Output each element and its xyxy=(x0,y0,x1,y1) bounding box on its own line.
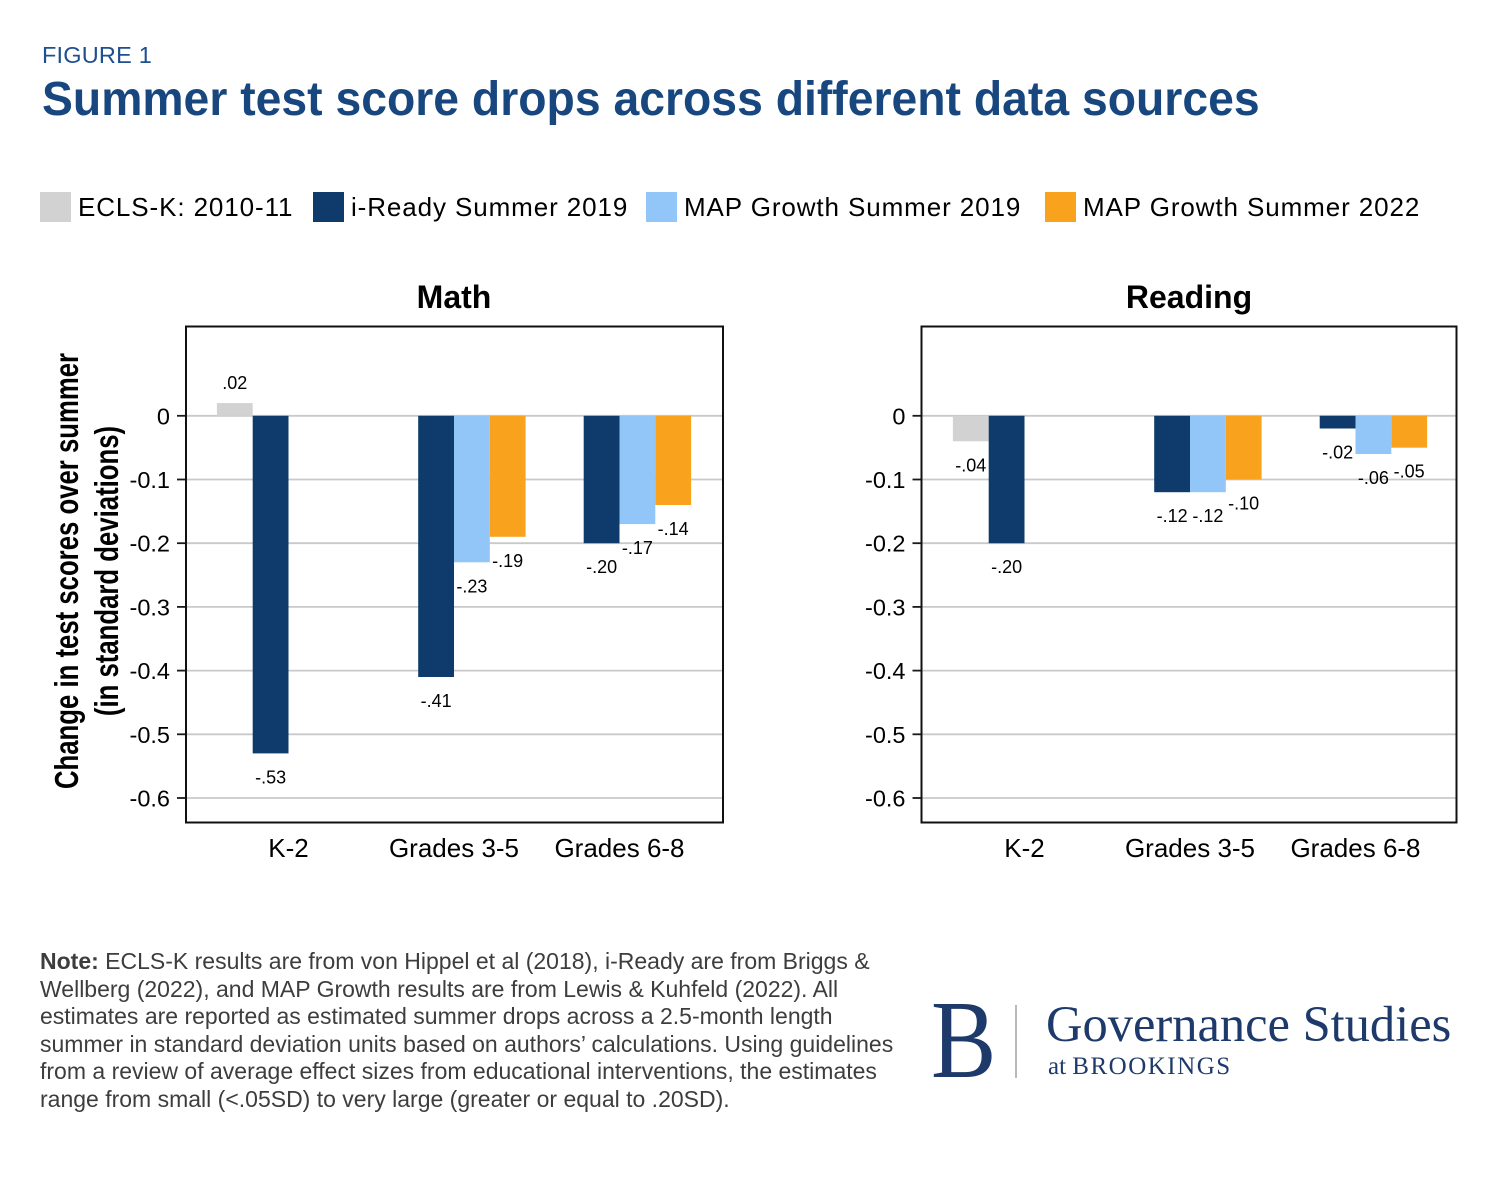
svg-text:-0.5: -0.5 xyxy=(865,722,906,748)
svg-text:-0.6: -0.6 xyxy=(865,786,906,812)
svg-text:-0.1: -0.1 xyxy=(130,467,171,493)
svg-text:-0.3: -0.3 xyxy=(130,594,171,620)
svg-text:.02: .02 xyxy=(222,373,247,393)
svg-text:-.14: -.14 xyxy=(658,519,689,539)
svg-text:(in standard deviations): (in standard deviations) xyxy=(89,426,126,716)
svg-text:-.05: -.05 xyxy=(1394,462,1425,482)
svg-text:0: 0 xyxy=(157,403,170,429)
svg-text:-0.6: -0.6 xyxy=(130,786,171,812)
svg-text:-0.4: -0.4 xyxy=(865,658,906,684)
svg-text:-.04: -.04 xyxy=(955,455,986,475)
svg-text:-.53: -.53 xyxy=(255,767,286,787)
svg-text:-.17: -.17 xyxy=(622,538,653,558)
svg-text:-.12: -.12 xyxy=(1192,506,1223,526)
svg-text:-0.2: -0.2 xyxy=(865,531,906,557)
svg-text:-0.5: -0.5 xyxy=(130,722,171,748)
svg-text:-.20: -.20 xyxy=(991,557,1022,577)
svg-text:Grades 3-5: Grades 3-5 xyxy=(389,833,519,863)
svg-text:-.19: -.19 xyxy=(492,551,523,571)
svg-text:0: 0 xyxy=(892,403,905,429)
svg-text:-0.4: -0.4 xyxy=(130,658,171,684)
svg-text:-0.3: -0.3 xyxy=(865,594,906,620)
svg-text:Grades 6-8: Grades 6-8 xyxy=(1290,833,1420,863)
svg-text:-.12: -.12 xyxy=(1157,506,1188,526)
svg-text:-.02: -.02 xyxy=(1322,443,1353,463)
svg-text:-.10: -.10 xyxy=(1228,494,1259,514)
svg-text:Math: Math xyxy=(417,279,492,315)
svg-text:K-2: K-2 xyxy=(268,833,308,863)
svg-text:-.06: -.06 xyxy=(1358,468,1389,488)
svg-text:K-2: K-2 xyxy=(1004,833,1044,863)
svg-text:Grades 3-5: Grades 3-5 xyxy=(1125,833,1255,863)
svg-text:-.23: -.23 xyxy=(456,576,487,596)
svg-text:Reading: Reading xyxy=(1126,279,1252,315)
svg-text:-.41: -.41 xyxy=(421,691,452,711)
svg-text:Change in test scores over sum: Change in test scores over summer xyxy=(49,353,86,790)
svg-text:Grades 6-8: Grades 6-8 xyxy=(554,833,684,863)
svg-text:-.20: -.20 xyxy=(586,557,617,577)
svg-text:-0.1: -0.1 xyxy=(865,467,906,493)
svg-text:-0.2: -0.2 xyxy=(130,531,171,557)
